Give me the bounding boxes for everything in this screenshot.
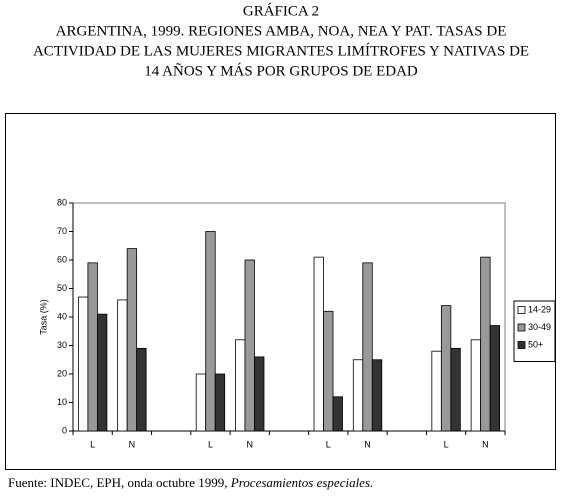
x-tick-label: L [208, 439, 213, 449]
bar [136, 347, 147, 432]
source: Fuente: INDEC, EPH, onda octubre 1999, P… [8, 475, 373, 490]
x-tick-label: L [90, 439, 95, 449]
x-tick-label: L [326, 439, 331, 449]
source-emphasis: Procesamientos especiales. [230, 475, 373, 490]
bar [126, 248, 138, 432]
bar [96, 313, 108, 432]
x-tick-label: N [129, 439, 136, 449]
y-tick-label: 30 [57, 340, 67, 350]
y-tick-label: 20 [57, 368, 67, 378]
bar [371, 359, 383, 432]
x-tick-label: N [364, 439, 371, 449]
bar [352, 359, 364, 432]
y-tick-label: 50 [57, 283, 67, 293]
bar [450, 347, 461, 432]
bar [323, 310, 334, 432]
y-tick-label: 10 [57, 397, 67, 407]
bar [362, 262, 373, 432]
legend-label: 30-49 [528, 322, 551, 332]
bar [254, 356, 265, 432]
y-tick-label: 70 [57, 226, 67, 236]
source-text: Fuente: INDEC, EPH, onda octubre 1999, [8, 475, 228, 490]
legend-label: 14-29 [528, 304, 551, 314]
x-tick-label: L [444, 439, 449, 449]
bar [440, 305, 452, 432]
bar [332, 396, 343, 432]
chart-heading: GRÁFICA 2 [243, 2, 319, 19]
y-tick-label: 80 [57, 197, 67, 207]
legend-swatch [517, 323, 526, 332]
bar [489, 325, 501, 432]
chart-title: 14 AÑOS Y MÁS POR GRUPOS DE EDAD [144, 62, 418, 79]
y-tick-label: 0 [62, 425, 67, 435]
bar [244, 259, 255, 432]
chart-frame [5, 113, 556, 470]
x-tick-label: N [246, 439, 253, 449]
bar [77, 296, 89, 432]
x-tick-label: N [482, 439, 489, 449]
bar [87, 262, 98, 432]
legend-swatch [517, 341, 526, 349]
bar [470, 339, 482, 432]
legend-swatch [517, 306, 526, 314]
bar [431, 350, 442, 432]
bar [195, 373, 207, 432]
bar [117, 299, 128, 432]
bar [313, 256, 324, 432]
bar [235, 339, 246, 432]
y-tick-label: 60 [57, 254, 67, 264]
chart-title: ARGENTINA, 1999. REGIONES AMBA, NOA, NEA… [56, 23, 507, 39]
legend-label: 50+ [528, 339, 543, 349]
y-tick-label: 40 [57, 311, 67, 321]
chart-title: ACTIVIDAD DE LAS MUJERES MIGRANTES LIMÍT… [33, 42, 529, 59]
y-axis-label: Tasa (%) [38, 299, 48, 335]
bar [214, 373, 226, 432]
bar [205, 231, 216, 432]
bar [480, 256, 491, 432]
